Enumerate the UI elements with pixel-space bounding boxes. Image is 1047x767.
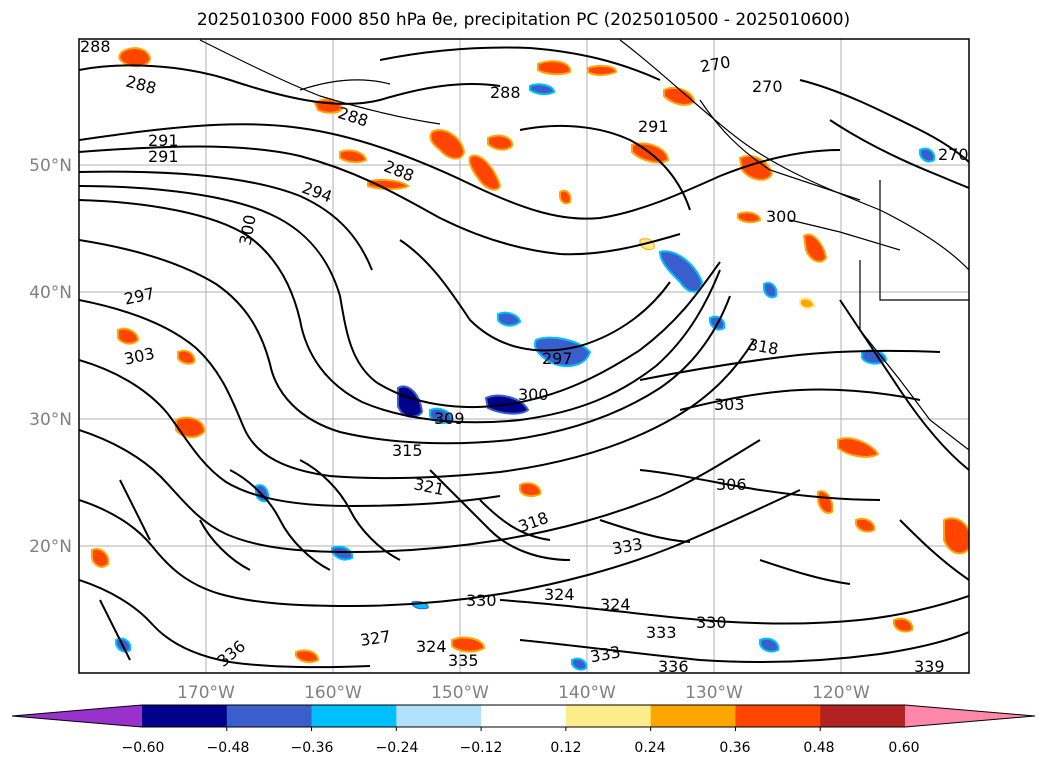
contour-label: 309	[434, 409, 465, 428]
graticule	[79, 39, 969, 673]
contour-label: 303	[714, 395, 745, 414]
map-frame	[78, 38, 970, 674]
colorbar-segment	[820, 705, 906, 727]
contour-label: 291	[148, 147, 179, 166]
lon-label-120w: 120°W	[812, 683, 870, 703]
colorbar-segments	[11, 704, 1036, 731]
lon-label-150w: 150°W	[431, 683, 489, 703]
precip-patches	[91, 47, 969, 671]
contour-label: 300	[518, 385, 549, 404]
lon-label-170w: 170°W	[177, 683, 235, 703]
lat-label-40n: 40°N	[29, 283, 72, 303]
lat-label-20n: 20°N	[29, 537, 72, 557]
contour-label: 327	[359, 627, 392, 650]
colorbar-tick: 0.24	[634, 740, 665, 756]
contour-label: 291	[638, 117, 669, 136]
contour-label: 315	[392, 441, 423, 460]
lat-label-50n: 50°N	[29, 156, 72, 176]
colorbar-tick: 0.36	[719, 740, 750, 756]
contour-label: 291	[148, 131, 179, 150]
colorbar-segment	[226, 705, 313, 727]
colorbar-segment	[650, 705, 736, 727]
colorbar-segment	[565, 705, 652, 727]
contour-label: 336	[658, 657, 689, 676]
colorbar-tick: −0.12	[460, 740, 503, 756]
latitude-labels: 50°N 40°N 30°N 20°N	[29, 156, 72, 557]
colorbar-segment	[396, 705, 482, 727]
contour-label: 330	[696, 613, 727, 632]
colorbar-segment	[311, 705, 397, 727]
contour-label: 270	[938, 145, 969, 164]
theta-e-contours	[79, 46, 969, 669]
contour-label: 324	[416, 637, 447, 656]
contour-label: 300	[766, 207, 797, 226]
contour-label: 288	[490, 83, 521, 102]
coastlines	[199, 39, 969, 451]
lat-label-30n: 30°N	[29, 410, 72, 430]
contour-label: 297	[542, 349, 573, 368]
contour-label: 333	[646, 623, 677, 642]
lon-label-160w: 160°W	[304, 683, 362, 703]
lon-label-140w: 140°W	[558, 683, 616, 703]
contour-label: 324	[544, 585, 575, 604]
colorbar-extend-low	[12, 705, 142, 727]
figure-title: 2025010300 F000 850 hPa θe, precipitatio…	[196, 10, 851, 30]
colorbar-tick: −0.48	[207, 740, 250, 756]
contour-label: 324	[600, 595, 631, 614]
lon-label-130w: 130°W	[685, 683, 743, 703]
colorbar-tick: 0.60	[888, 740, 919, 756]
contour-label: 330	[466, 591, 497, 610]
contour-label: 335	[448, 651, 479, 670]
colorbar-tick: −0.60	[122, 740, 165, 756]
colorbar-tick: −0.36	[291, 740, 334, 756]
colorbar-extend-high	[905, 705, 1035, 727]
contour-label: 270	[752, 77, 783, 96]
colorbar-segment	[481, 705, 567, 727]
colorbar-outline	[11, 704, 1036, 728]
colorbar-tick: 0.12	[550, 740, 581, 756]
contour-label: 339	[914, 657, 945, 676]
colorbar-tick: −0.24	[376, 740, 419, 756]
map-area	[79, 39, 969, 673]
colorbar-tick: 0.48	[803, 740, 834, 756]
colorbar-segment	[735, 705, 821, 727]
colorbar-ticks: −0.60 −0.48 −0.36 −0.24 −0.12 0.12 0.24 …	[122, 740, 920, 756]
colorbar: −0.60 −0.48 −0.36 −0.24 −0.12 0.12 0.24 …	[11, 704, 1036, 756]
colorbar-segment	[142, 705, 228, 727]
longitude-labels: 170°W 160°W 150°W 140°W 130°W 120°W	[177, 683, 870, 703]
contour-label: 288	[80, 37, 111, 56]
contour-label: 306	[716, 475, 747, 494]
